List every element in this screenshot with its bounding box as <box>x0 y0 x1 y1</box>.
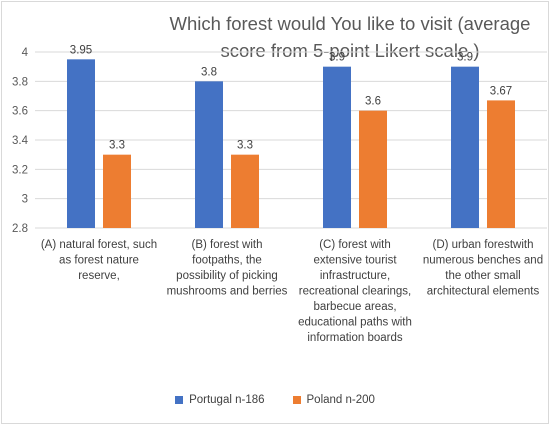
chart-title: Which forest would You like to visit (av… <box>169 13 531 61</box>
y-tick-label: 3.2 <box>12 164 28 176</box>
data-label: 3.9 <box>457 52 473 64</box>
bar <box>103 154 131 228</box>
legend: Portugal n-186 Poland n-200 <box>2 394 548 406</box>
bar <box>323 66 351 229</box>
y-tick-label: 2.8 <box>12 223 28 235</box>
x-tick-label: (C) forest with extensive tourist infrastr… <box>298 239 412 344</box>
bar <box>487 100 515 228</box>
legend-swatch-portugal <box>175 396 184 404</box>
data-label: 3.95 <box>70 44 92 56</box>
bar <box>359 110 387 228</box>
x-tick-label: (B) forest with footpaths, the possibility… <box>167 239 288 298</box>
legend-label-portugal: Portugal n-186 <box>189 394 265 406</box>
legend-swatch-poland <box>292 396 301 404</box>
y-tick-label: 3.4 <box>12 135 29 147</box>
bar <box>195 81 223 228</box>
y-tick-label: 3 <box>22 194 28 206</box>
data-label: 3.6 <box>365 96 381 108</box>
y-tick-label: 4 <box>22 47 29 59</box>
data-label: 3.8 <box>201 66 217 78</box>
bar <box>231 154 259 228</box>
legend-item-portugal: Portugal n-186 <box>175 394 265 406</box>
bar <box>67 59 95 229</box>
bar <box>451 66 479 229</box>
data-label: 3.67 <box>490 85 512 97</box>
data-label: 3.3 <box>237 140 253 152</box>
data-label: 3.9 <box>329 52 345 64</box>
x-tick-label: (A) natural forest, such as forest nature… <box>41 239 157 282</box>
legend-label-poland: Poland n-200 <box>306 394 375 406</box>
legend-item-poland: Poland n-200 <box>292 394 375 406</box>
x-tick-label: (D) urban forestwith numerous benches and… <box>423 239 543 298</box>
y-tick-label: 3.6 <box>12 106 28 118</box>
data-label: 3.3 <box>109 140 125 152</box>
y-tick-label: 3.8 <box>12 76 28 88</box>
